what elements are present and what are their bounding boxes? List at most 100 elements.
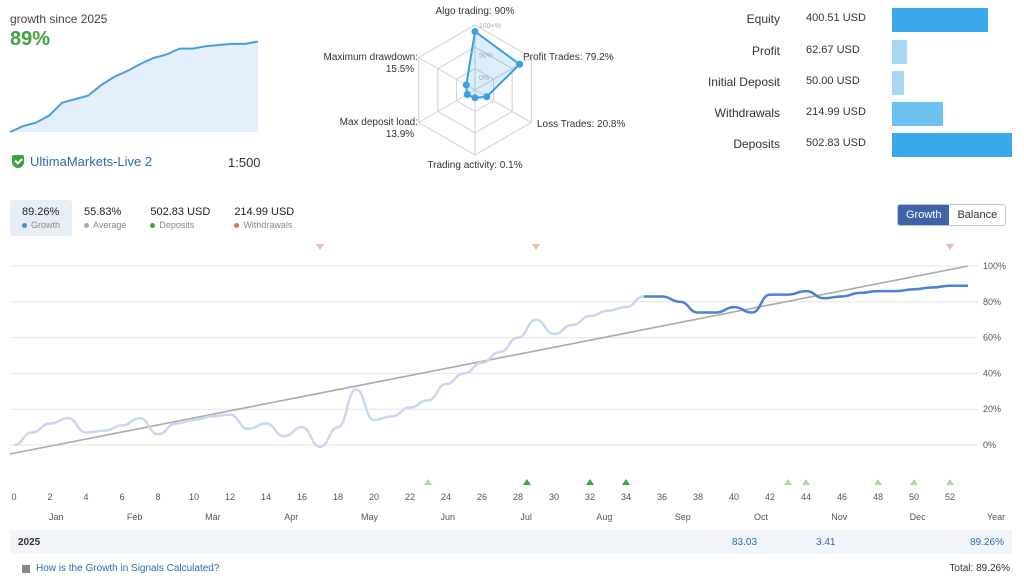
x-tick-label: 18 (333, 492, 343, 502)
summary-oct: 83.03 (732, 537, 758, 548)
stat-row-profit: Profit 62.67 USD (700, 40, 1024, 64)
radar-label: Profit Trades: 79.2% (523, 52, 614, 63)
legend-dot-icon (150, 222, 156, 228)
stat-name: Equity (746, 12, 780, 26)
growth-toggle-button[interactable]: Growth (898, 205, 950, 225)
growth-title: growth since 2025 (10, 12, 108, 26)
growth-help-text[interactable]: How is the Growth in Signals Calculated? (36, 563, 220, 574)
x-tick-label: 26 (477, 492, 487, 502)
tab-withdrawals[interactable]: 214.99 USD Withdrawals (222, 200, 306, 236)
x-tick-label: 20 (369, 492, 379, 502)
radar-sublabel: 15.5% (386, 64, 414, 75)
radar-label: Max deposit load: (340, 117, 418, 128)
year-summary-row: 2025 83.03 3.41 89.26% (10, 530, 1012, 554)
tab-label: Deposits (159, 220, 195, 230)
month-label: Feb (127, 512, 143, 522)
x-tick-label: 8 (155, 492, 160, 502)
month-label: Apr (284, 512, 298, 522)
deposit-marker[interactable] (946, 479, 954, 485)
tab-value: 214.99 USD (234, 206, 295, 218)
deposit-marker[interactable] (622, 479, 630, 485)
x-tick-label: 28 (513, 492, 523, 502)
growth-line-recent (644, 284, 968, 314)
stat-value: 62.67 USD (806, 44, 860, 56)
radar-shape (465, 29, 522, 99)
x-tick-label: 46 (837, 492, 847, 502)
month-label: Jul (520, 512, 532, 522)
account-link[interactable]: UltimaMarkets-Live 2 (12, 154, 152, 169)
stat-value: 400.51 USD (806, 12, 866, 24)
deposit-marker[interactable] (802, 479, 810, 485)
balance-toggle-button[interactable]: Balance (957, 209, 998, 221)
deposit-marker[interactable] (784, 479, 792, 485)
stat-value: 50.00 USD (806, 75, 860, 87)
tab-deposits[interactable]: 502.83 USD Deposits (138, 200, 222, 236)
deposit-marker[interactable] (523, 479, 531, 485)
radar-ring-label: 100+% (479, 23, 501, 30)
month-label: Aug (596, 512, 612, 522)
growth-line-history (13, 295, 645, 449)
month-label: Sep (675, 512, 691, 522)
footer-total: Total: 89.26% (949, 563, 1010, 574)
x-tick-label: 50 (909, 492, 919, 502)
leverage: 1:500 (228, 155, 261, 170)
account-name[interactable]: UltimaMarkets-Live 2 (30, 154, 153, 169)
radar-point (483, 93, 491, 101)
x-tick-label: 2 (47, 492, 52, 502)
legend-dot-icon (22, 222, 27, 228)
x-tick-label: 6 (119, 492, 124, 502)
withdrawal-marker[interactable] (316, 244, 324, 250)
deposit-marker[interactable] (910, 479, 918, 485)
tab-average[interactable]: 55.83% Average (72, 200, 138, 236)
x-tick-label: 44 (801, 492, 811, 502)
month-label: Dec (910, 512, 927, 522)
legend-dot-icon (84, 222, 90, 228)
radar-label: Maximum drawdown: (324, 52, 418, 63)
mini-area (10, 41, 258, 132)
x-tick-label: 40 (729, 492, 739, 502)
info-icon (22, 564, 30, 573)
y-tick-label: 0% (983, 440, 996, 450)
tab-growth[interactable]: 89.26% Growth (10, 200, 73, 236)
tab-value: 502.83 USD (150, 206, 211, 218)
x-tick-label: 52 (945, 492, 955, 502)
tab-label: Average (93, 220, 127, 230)
x-tick-label: 34 (621, 492, 631, 502)
chart-mode-toggle: Growth Balance (897, 204, 1007, 226)
deposit-marker[interactable] (874, 479, 882, 485)
x-tick-label: 24 (441, 492, 451, 502)
stat-value: 214.99 USD (806, 106, 866, 118)
y-tick-label: 20% (983, 404, 1001, 414)
deposit-marker[interactable] (424, 479, 432, 485)
mini-growth-chart (10, 40, 259, 133)
radar-ring-label: 0% (479, 75, 489, 82)
radar-point (516, 60, 524, 68)
month-label: Jan (49, 512, 64, 522)
x-tick-label: 48 (873, 492, 883, 502)
summary-nov: 3.41 (816, 537, 836, 548)
y-tick-label: 60% (983, 333, 1001, 343)
growth-help-link[interactable]: How is the Growth in Signals Calculated? (22, 563, 219, 574)
month-label: Mar (205, 512, 221, 522)
stat-row-withdrawals: Withdrawals 214.99 USD (700, 102, 1024, 126)
growth-value: 89% (10, 28, 51, 50)
risk-radar-chart: 100+% 50% 0% Algo trading: 90% Profit Trades… (324, 6, 626, 171)
deposit-marker[interactable] (586, 479, 594, 485)
stat-bar (892, 8, 988, 32)
radar-label: Trading activity: 0.1% (427, 160, 522, 171)
x-tick-label: 36 (657, 492, 667, 502)
stat-row-initial-deposit: Initial Deposit 50.00 USD (700, 71, 1024, 95)
stat-name: Profit (751, 44, 780, 58)
x-tick-label: 4 (83, 492, 88, 502)
radar-sublabel: 13.9% (386, 129, 414, 140)
verified-shield-icon (12, 155, 24, 168)
x-tick-label: 30 (549, 492, 559, 502)
withdrawal-marker[interactable] (532, 244, 540, 250)
withdrawal-marker[interactable] (946, 244, 954, 250)
radar-point (471, 28, 479, 35)
x-tick-label: 0 (11, 492, 16, 502)
x-tick-label: 14 (261, 492, 271, 502)
radar-label: Loss Trades: 20.8% (537, 119, 625, 130)
x-tick-label: 16 (297, 492, 307, 502)
summary-total: 89.26% (970, 537, 1004, 548)
